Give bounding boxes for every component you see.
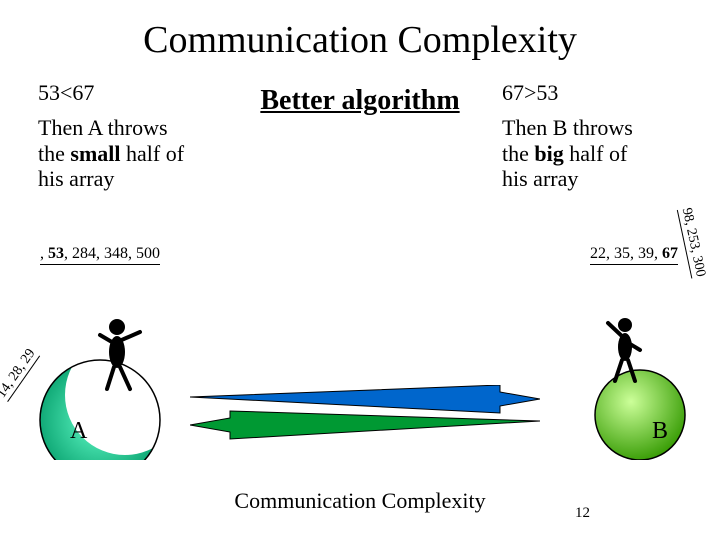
footer-title: Communication Complexity <box>234 488 485 514</box>
left-line2: the small half of <box>38 141 228 166</box>
subtitle: Better algorithm <box>260 85 459 117</box>
tangent-array-right: 98, 253, 300 <box>677 207 708 279</box>
thrown-array-left: , 53, 284, 348, 500 <box>40 245 160 265</box>
page-number: 12 <box>575 505 590 522</box>
figure-b <box>600 315 645 385</box>
slide-title: Communication Complexity <box>0 0 720 62</box>
right-line3: his array <box>502 166 682 191</box>
figure-a <box>95 317 145 392</box>
illustration-stage: 14, 28, 29 98, 253, 300 A B <box>0 265 720 480</box>
thrown-array-right: 22, 35, 39, 67 <box>590 245 678 265</box>
left-comparison: 53<67 <box>38 80 228 105</box>
communication-arrows <box>190 385 540 440</box>
left-text-block: 53<67 Then A throws the small half of hi… <box>38 80 228 191</box>
label-b: B <box>652 418 668 445</box>
label-a: A <box>70 418 87 445</box>
right-text-block: 67>53 Then B throws the big half of his … <box>502 80 682 191</box>
right-line2: the big half of <box>502 141 682 166</box>
right-line1: Then B throws <box>502 115 682 140</box>
left-line3: his array <box>38 166 228 191</box>
left-line1: Then A throws <box>38 115 228 140</box>
right-comparison: 67>53 <box>502 80 682 105</box>
